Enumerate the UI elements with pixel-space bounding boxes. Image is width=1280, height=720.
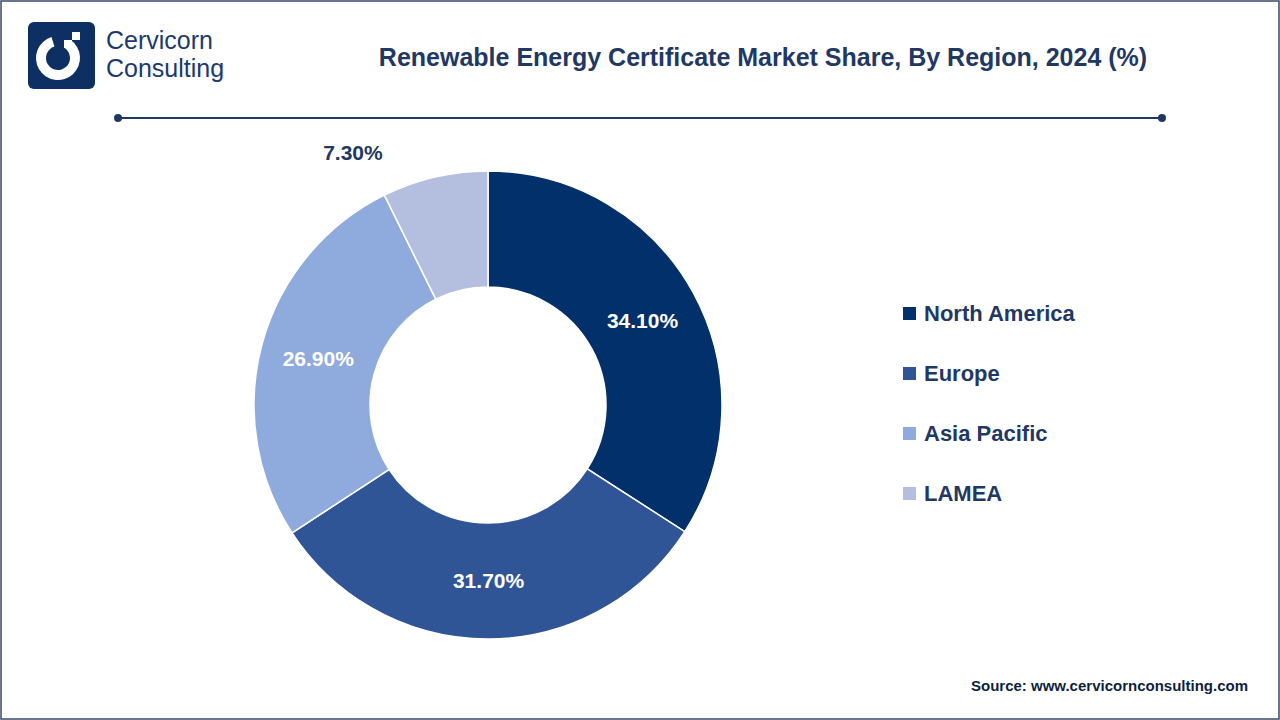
legend-label: North America	[924, 301, 1076, 326]
logo-text: Consulting	[106, 54, 224, 82]
legend-label: LAMEA	[924, 481, 1002, 506]
chart: CervicornConsulting Renewable Energy Cert…	[0, 0, 1280, 720]
legend-swatch	[903, 487, 916, 500]
divider	[118, 117, 1162, 119]
data-label: 31.70%	[453, 569, 525, 592]
logo-square	[64, 40, 72, 48]
data-label: 26.90%	[283, 347, 355, 370]
divider-dot	[114, 114, 122, 122]
legend: North America Europe Asia Pacific LAMEA	[903, 301, 1076, 506]
logo-text: Cervicorn	[106, 26, 213, 54]
legend-swatch	[903, 367, 916, 380]
legend-swatch	[903, 307, 916, 320]
logo-ring	[36, 37, 80, 80]
title: Renewable Energy Certificate Market Shar…	[379, 43, 1147, 71]
logo-square	[72, 32, 80, 40]
data-label: 34.10%	[607, 309, 679, 332]
frame	[1, 1, 1279, 719]
legend-swatch	[903, 427, 916, 440]
data-labels: 34.10% 31.70% 26.90% 7.30%	[283, 141, 679, 592]
logo: CervicornConsulting	[28, 22, 224, 89]
divider-dot	[1158, 114, 1166, 122]
slice	[254, 195, 436, 533]
source: Source: www.cervicornconsulting.com	[971, 677, 1248, 694]
data-label: 7.30%	[323, 141, 383, 164]
donut	[254, 171, 722, 639]
slice	[488, 171, 722, 532]
legend-label: Asia Pacific	[924, 421, 1048, 446]
logo-box	[28, 22, 95, 89]
slice	[384, 171, 488, 299]
legend-label: Europe	[924, 361, 1000, 386]
